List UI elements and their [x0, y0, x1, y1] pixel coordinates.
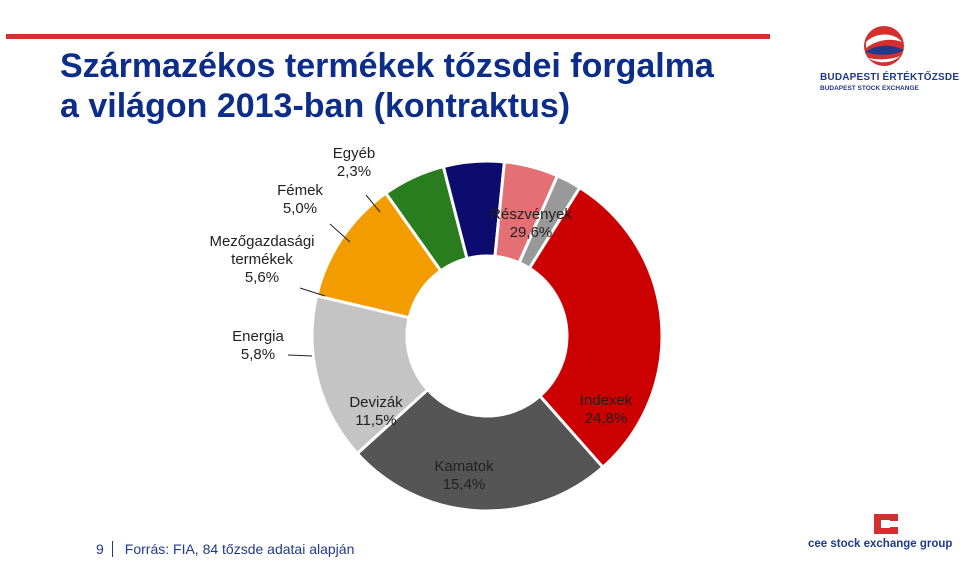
donut-slice-0 [527, 185, 664, 470]
title-line-2: a világon 2013-ban (kontraktus) [60, 87, 571, 125]
slice-label-1: Indexek 24,8% [580, 392, 633, 427]
page-number: 9 [96, 541, 113, 557]
budapest-stock-exchange-logo: BUDAPESTI ÉRTÉKTŐZSDE BUDAPEST STOCK EXC… [820, 22, 960, 98]
slice-label-0: Részvények 29,6% [490, 206, 572, 241]
cee-emblem-icon [874, 514, 898, 534]
donut-slice-1 [355, 387, 605, 513]
slice-label-6: Fémek 5,0% [277, 182, 323, 217]
footer: 9 Forrás: FIA, 84 tőzsde adatai alapján [96, 541, 354, 557]
slice-label-4: Energia 5,8% [232, 328, 284, 363]
top-accent-bar [6, 34, 770, 39]
bse-emblem-icon [864, 26, 904, 66]
leader-line-7 [365, 194, 381, 213]
slice-label-5: Mezőgazdasági termékek 5,6% [209, 233, 314, 286]
bse-subtitle: BUDAPEST STOCK EXCHANGE [820, 85, 919, 92]
page-title: Származékos termékek tőzsdei forgalma a … [60, 46, 714, 126]
cee-stock-exchange-group-logo: cee stock exchange group [808, 512, 960, 556]
bse-name: BUDAPESTI ÉRTÉKTŐZSDE [820, 72, 960, 83]
title-line-1: Származékos termékek tőzsdei forgalma [60, 47, 714, 85]
leader-line-5 [299, 287, 326, 297]
source-note: Forrás: FIA, 84 tőzsde adatai alapján [124, 541, 355, 557]
slice-label-3: Devizák 11,5% [349, 394, 403, 429]
donut-slice-2 [310, 293, 430, 456]
cee-logo-text: cee stock exchange group [808, 538, 953, 550]
leader-line-6 [329, 223, 351, 243]
donut-slice-7 [517, 173, 582, 271]
slice-label-2: Kamatok 15,4% [434, 458, 494, 493]
slice-label-7: Egyéb 2,3% [333, 145, 376, 180]
leader-line-4 [287, 354, 313, 357]
